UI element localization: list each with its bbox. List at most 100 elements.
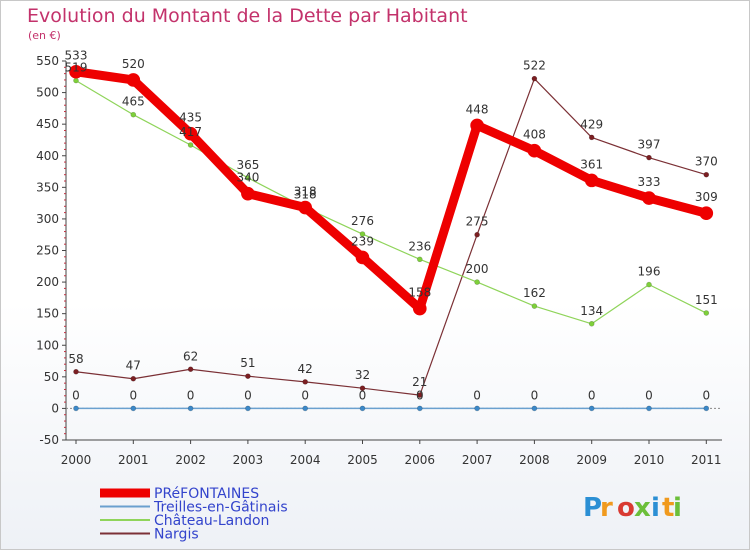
- point-pr-fontaines: [126, 73, 141, 87]
- data-labels: 58 47 62 51 42 32 21 275 522 429 397 370 519 465 417 36…: [65, 49, 718, 403]
- y-tick-label: 400: [36, 149, 59, 163]
- data-label-treilles-en-g-tinais: 0: [359, 388, 367, 402]
- data-label-pr-fontaines: 340: [236, 171, 259, 185]
- series-line-pr-fontaines: [71, 67, 711, 314]
- y-tick-label: 450: [36, 117, 59, 131]
- data-label-ch-teau-landon: 365: [236, 158, 259, 172]
- data-label-pr-fontaines: 361: [580, 157, 603, 171]
- point-ch-teau-landon: [130, 111, 137, 118]
- point-ch-teau-landon: [245, 175, 251, 181]
- legend-label-pr-fontaines: PRéFONTAINES: [154, 486, 259, 502]
- point-pr-fontaines: [642, 191, 656, 205]
- point-treilles-en-g-tinais: [187, 405, 194, 412]
- data-label-nargis: 275: [466, 215, 489, 229]
- logo-letter: i: [651, 493, 660, 523]
- y-tick-label: 350: [36, 180, 59, 194]
- logo-letter: P: [583, 493, 602, 523]
- y-tick-label: 250: [36, 244, 59, 258]
- point-treilles-en-g-tinais: [359, 405, 366, 412]
- point-ch-teau-landon: [359, 231, 366, 237]
- data-label-ch-teau-landon: 417: [179, 125, 202, 139]
- y-tick-label: 300: [36, 212, 59, 226]
- chart-subtitle: (en €): [28, 29, 61, 42]
- data-label-pr-fontaines: 533: [65, 49, 88, 63]
- y-tick-label: 500: [36, 86, 59, 100]
- data-label-treilles-en-g-tinais: 0: [72, 388, 80, 402]
- x-tick-label: 2001: [118, 453, 149, 467]
- data-label-ch-teau-landon: 519: [65, 61, 88, 75]
- data-label-pr-fontaines: 435: [179, 111, 202, 125]
- point-ch-teau-landon: [531, 303, 538, 309]
- point-treilles-en-g-tinais: [245, 405, 251, 412]
- point-nargis: [245, 373, 251, 380]
- data-label-nargis: 21: [412, 375, 427, 389]
- legend-label-nargis: Nargis: [154, 527, 199, 543]
- data-label-nargis: 62: [183, 349, 198, 363]
- data-label-ch-teau-landon: 200: [466, 262, 489, 276]
- point-nargis: [130, 375, 137, 382]
- point-ch-teau-landon: [646, 281, 652, 288]
- data-label-ch-teau-landon: 134: [580, 304, 603, 318]
- x-tick-label: 2006: [405, 453, 436, 467]
- data-label-ch-teau-landon: 151: [695, 293, 718, 307]
- point-treilles-en-g-tinais: [588, 405, 595, 412]
- data-label-ch-teau-landon: 276: [351, 214, 374, 228]
- data-label-treilles-en-g-tinais: 0: [187, 388, 195, 402]
- data-label-ch-teau-landon: 196: [638, 265, 661, 279]
- y-tick-label: -50: [39, 433, 59, 447]
- data-label-nargis: 58: [68, 352, 83, 366]
- data-label-treilles-en-g-tinais: 0: [301, 388, 309, 402]
- point-nargis: [302, 379, 309, 385]
- data-label-nargis: 397: [638, 138, 661, 152]
- point-nargis: [531, 75, 538, 82]
- data-label-ch-teau-landon: 318: [294, 188, 317, 202]
- point-pr-fontaines: [298, 200, 313, 215]
- point-pr-fontaines: [69, 64, 83, 79]
- data-label-ch-teau-landon: 236: [408, 239, 431, 253]
- point-nargis: [646, 154, 652, 161]
- point-ch-teau-landon: [73, 77, 79, 84]
- x-tick-label: 2003: [233, 453, 264, 467]
- data-label-pr-fontaines: 309: [695, 190, 718, 204]
- series-line-ch-teau-landon: [75, 79, 707, 325]
- point-pr-fontaines: [470, 118, 484, 133]
- point-pr-fontaines: [584, 173, 599, 188]
- data-label-treilles-en-g-tinais: 0: [645, 388, 653, 402]
- point-pr-fontaines: [355, 250, 370, 265]
- point-pr-fontaines: [412, 301, 427, 316]
- data-label-nargis: 429: [580, 117, 603, 131]
- data-label-pr-fontaines: 408: [523, 128, 546, 142]
- data-label-pr-fontaines: 239: [351, 234, 374, 248]
- x-tick-label: 2005: [347, 453, 378, 467]
- legend-label-ch-teau-landon: Château-Landon: [154, 513, 269, 529]
- point-nargis: [703, 171, 710, 178]
- x-tick-label: 2004: [290, 453, 321, 467]
- point-treilles-en-g-tinais: [130, 405, 137, 412]
- data-label-pr-fontaines: 333: [638, 175, 661, 189]
- point-pr-fontaines: [183, 126, 198, 141]
- data-label-treilles-en-g-tinais: 0: [473, 388, 481, 402]
- series-line-nargis: [75, 78, 707, 396]
- data-label-nargis: 47: [126, 359, 141, 373]
- point-treilles-en-g-tinais: [73, 405, 79, 412]
- point-treilles-en-g-tinais: [703, 405, 710, 412]
- data-label-treilles-en-g-tinais: 0: [702, 388, 710, 402]
- logo-letter: x: [634, 493, 651, 523]
- x-tick-label: 2010: [634, 453, 665, 467]
- chart-title: Evolution du Montant de la Dette par Hab…: [27, 5, 468, 27]
- logo-letter: r: [600, 493, 613, 523]
- point-nargis: [474, 231, 480, 238]
- y-tick-label: 200: [36, 275, 59, 289]
- point-ch-teau-landon: [416, 256, 423, 263]
- x-tick-label: 2008: [519, 453, 550, 467]
- data-label-treilles-en-g-tinais: 0: [416, 388, 424, 402]
- data-label-nargis: 522: [523, 59, 546, 73]
- point-ch-teau-landon: [474, 279, 480, 285]
- data-label-ch-teau-landon: 162: [523, 286, 546, 300]
- point-treilles-en-g-tinais: [474, 405, 480, 412]
- point-nargis: [359, 385, 366, 392]
- logo-letter: i: [673, 493, 682, 523]
- point-ch-teau-landon: [588, 320, 595, 327]
- data-label-pr-fontaines: 158: [408, 286, 431, 300]
